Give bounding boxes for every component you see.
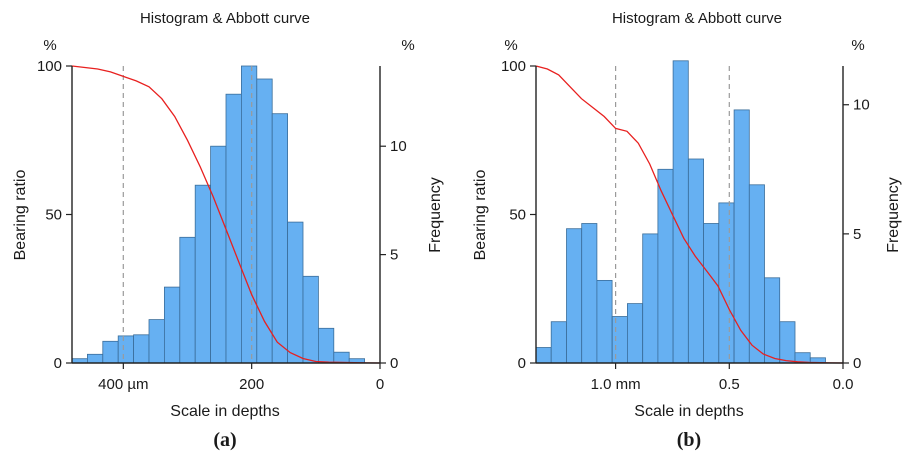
chart-a-bar [225, 93, 242, 364]
chart-b-title: Histogram & Abbott curve [612, 10, 782, 27]
chart-a-bar [87, 353, 104, 364]
chart-b-left-unit: % [504, 37, 517, 54]
chart-b-bar [672, 60, 689, 364]
chart-a-ylabel: Bearing ratio [12, 170, 29, 261]
chart-b-bar [688, 158, 705, 364]
chart-b-bar [611, 316, 628, 364]
chart-b-bar [733, 109, 750, 364]
chart-b-plot: 0 50 100 0 5 10 1.0 mm 0.5 0.0 [501, 58, 870, 393]
chart-a-bar [210, 145, 227, 364]
chart-a-bar [302, 275, 319, 364]
chart-a-ytick-label: 0 [54, 355, 62, 372]
chart-a-y2tick-label: 10 [390, 138, 407, 155]
chart-b-bar [718, 202, 735, 364]
chart-a-bar [179, 236, 196, 364]
chart-b-abbott-curve [535, 65, 844, 364]
chart-b-xtick-label: 1.0 mm [591, 376, 641, 393]
chart-b: Histogram & Abbott curve % % Bearing rat… [472, 10, 902, 451]
chart-a-bar [148, 319, 165, 364]
chart-a-xtick-label: 200 [239, 376, 264, 393]
chart-a-title: Histogram & Abbott curve [140, 10, 310, 27]
chart-b-bar [657, 168, 674, 364]
chart-a-bar [287, 221, 304, 364]
chart-b-y2label: Frequency [885, 177, 902, 253]
chart-a-plot: 0 50 100 0 5 10 400 µm 200 0 [37, 58, 407, 393]
chart-a-bar [163, 286, 181, 364]
chart-b-y2tick-label: 0 [853, 355, 861, 372]
chart-b-ytick-label: 100 [501, 58, 526, 75]
chart-a-bar [240, 65, 258, 364]
chart-b-bar [703, 223, 720, 364]
chart-b-bar [642, 233, 659, 364]
chart-a-bar [333, 351, 350, 364]
chart-b-bar [566, 228, 583, 364]
chart-b-xlabel: Scale in depths [634, 403, 743, 420]
chart-b-bar [764, 277, 781, 364]
chart-b-bar [748, 184, 765, 364]
chart-b-ytick-label: 50 [509, 207, 526, 224]
chart-b-bar [535, 347, 552, 364]
chart-a-bar [271, 113, 289, 364]
chart-a-y2label: Frequency [427, 177, 444, 253]
chart-a-xtick-label: 400 µm [98, 376, 148, 393]
chart-a-caption: (a) [213, 429, 236, 451]
chart-b-ylabel: Bearing ratio [472, 170, 489, 261]
chart-b-xtick-label: 0.5 [719, 376, 740, 393]
chart-a-ytick-label: 50 [45, 207, 62, 224]
chart-a-abbott-curve [71, 65, 381, 364]
chart-a: Histogram & Abbott curve % % Bearing rat… [12, 10, 444, 451]
chart-b-bar [627, 303, 644, 364]
chart-b-bar [581, 223, 598, 364]
chart-b-y2tick-label: 10 [853, 97, 870, 114]
chart-a-xlabel: Scale in depths [170, 403, 279, 420]
chart-b-xtick-label: 0.0 [833, 376, 854, 393]
chart-b-caption: (b) [677, 429, 701, 451]
chart-a-y2tick-label: 5 [390, 247, 398, 264]
chart-a-bar [117, 335, 134, 364]
chart-b-bar [779, 321, 796, 364]
chart-b-bar [550, 321, 567, 364]
chart-b-y2tick-label: 5 [853, 226, 861, 243]
chart-a-right-unit: % [401, 37, 414, 54]
chart-a-bar [194, 184, 211, 364]
chart-a-bar [102, 340, 119, 364]
chart-a-bar [317, 327, 335, 364]
chart-b-ytick-label: 0 [518, 355, 526, 372]
chart-a-bar [133, 334, 150, 364]
chart-a-left-unit: % [43, 37, 56, 54]
chart-a-ytick-label: 100 [37, 58, 62, 75]
chart-a-xtick-label: 0 [376, 376, 384, 393]
chart-a-y2tick-label: 0 [390, 355, 398, 372]
chart-b-right-unit: % [851, 37, 864, 54]
chart-b-bar [596, 279, 613, 364]
